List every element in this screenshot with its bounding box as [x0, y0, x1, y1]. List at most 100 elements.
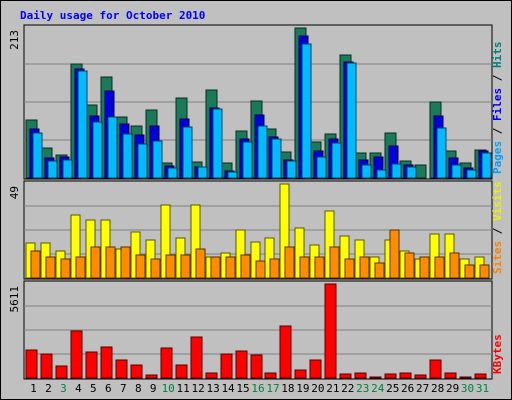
bar-kbytes — [85, 351, 98, 379]
bar-sites — [434, 256, 445, 279]
x-tick-label: 16 — [251, 382, 264, 395]
x-tick-label: 1 — [30, 382, 37, 395]
bar-pages — [227, 171, 238, 179]
series-sites — [30, 229, 490, 279]
x-tick-label: 4 — [75, 382, 82, 395]
bar-sites — [75, 256, 86, 279]
bar-kbytes — [279, 325, 292, 379]
bar-kbytes — [100, 346, 113, 379]
bar-kbytes — [384, 373, 397, 379]
bar-sites — [359, 256, 370, 279]
x-tick-label: 8 — [135, 382, 142, 395]
bar-pages — [122, 133, 133, 179]
bar-kbytes — [220, 353, 233, 379]
legend-entry: / — [491, 221, 504, 241]
x-tick-label: 2 — [45, 382, 52, 395]
bar-pages — [242, 141, 253, 179]
series-kbytes — [25, 283, 487, 379]
x-tick-label: 3 — [60, 382, 67, 395]
bar-kbytes — [264, 372, 277, 379]
bar-sites — [449, 252, 460, 279]
bar-sites — [60, 258, 71, 279]
bar-kbytes — [339, 373, 352, 379]
bar-pages — [331, 142, 342, 179]
bar-sites — [344, 258, 355, 279]
bar-kbytes — [160, 347, 173, 379]
x-tick-label: 20 — [311, 382, 324, 395]
bar-pages — [481, 152, 492, 179]
x-axis-tick-labels: 1 2 3 4 5 6 7 8 9 10 11 12 13 14 15 16 17 18 19 20 21 22 23 24 2… — [30, 382, 489, 395]
bar-pages — [286, 160, 297, 179]
y-max-label: 49 — [8, 186, 21, 199]
bar-kbytes — [175, 364, 188, 379]
bar-kbytes — [205, 372, 218, 379]
bar-sites — [105, 246, 116, 279]
bar-pages — [197, 166, 208, 179]
bar-kbytes — [369, 376, 382, 379]
bar-sites — [240, 254, 251, 279]
x-tick-label: 7 — [120, 382, 127, 395]
y-max-label: 213 — [8, 30, 21, 50]
panel-kbytes: 5611 KBytes — [8, 280, 504, 380]
bar-pages — [346, 62, 357, 179]
bar-kbytes — [25, 349, 38, 379]
bar-sites — [284, 246, 295, 279]
bar-pages — [62, 159, 73, 179]
bar-sites — [195, 248, 206, 279]
series-pages — [32, 43, 492, 179]
y-max-label: 5611 — [8, 286, 21, 313]
bar-pages — [182, 126, 193, 179]
bar-pages — [301, 43, 312, 179]
bar-sites — [120, 246, 131, 279]
bar-pages — [316, 156, 327, 179]
x-tick-label: 18 — [281, 382, 294, 395]
x-tick-label: 13 — [206, 382, 219, 395]
x-tick-label: 19 — [296, 382, 309, 395]
panel-visits: 49 Sites / Visits — [8, 180, 504, 280]
legend-entry: Hits — [491, 42, 504, 69]
x-tick-label: 25 — [386, 382, 399, 395]
x-tick-label: 29 — [446, 382, 459, 395]
x-tick-label: 24 — [371, 382, 385, 395]
bar-sites — [45, 256, 56, 279]
legend-entry: KBytes — [491, 334, 504, 374]
legend-entry: Files — [491, 88, 504, 121]
x-tick-label: 14 — [221, 382, 235, 395]
x-tick-label: 10 — [162, 382, 175, 395]
bar-kbytes — [354, 372, 367, 379]
bar-sites — [464, 264, 475, 279]
x-tick-label: 15 — [236, 382, 249, 395]
bar-sites — [180, 254, 191, 279]
bar-pages — [451, 164, 462, 179]
legend-visits: Sites / Visits — [491, 181, 504, 274]
bar-sites — [299, 256, 310, 279]
bar-pages — [271, 138, 282, 179]
bar-pages — [406, 166, 417, 179]
legend-entry: Pages — [491, 141, 504, 174]
x-tick-label: 6 — [105, 382, 112, 395]
x-tick-label: 22 — [341, 382, 354, 395]
x-tick-label: 17 — [266, 382, 279, 395]
legend-entry: Sites — [491, 241, 504, 274]
bar-pages — [466, 169, 477, 179]
bar-kbytes — [459, 376, 472, 379]
bar-pages — [167, 167, 178, 179]
bar-kbytes — [40, 353, 53, 379]
x-tick-label: 30 — [461, 382, 474, 395]
bar-sites — [479, 264, 490, 279]
x-tick-label: 5 — [90, 382, 97, 395]
x-tick-label: 28 — [431, 382, 444, 395]
legend-kbytes: KBytes — [491, 334, 504, 374]
bar-kbytes — [235, 350, 248, 379]
bar-pages — [257, 125, 268, 179]
x-tick-label: 21 — [326, 382, 339, 395]
bar-pages — [92, 121, 103, 179]
x-tick-label: 31 — [476, 382, 489, 395]
bar-sites — [30, 250, 41, 279]
bar-pages — [376, 169, 387, 179]
x-tick-label: 26 — [401, 382, 414, 395]
bar-kbytes — [444, 372, 457, 379]
bar-pages — [361, 164, 372, 179]
bar-sites — [374, 262, 385, 279]
